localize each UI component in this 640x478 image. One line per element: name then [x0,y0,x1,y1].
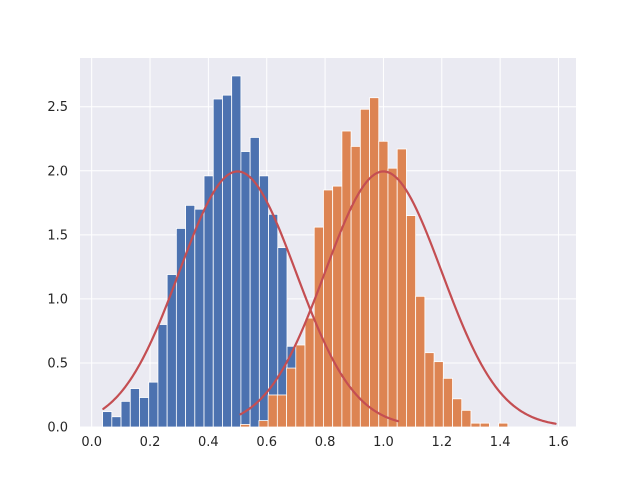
histogram-bar-series-2 [350,146,361,428]
histogram-bar-series-2 [369,97,380,428]
x-axis-ticks: 0.0 0.2 0.4 0.6 0.8 1.0 1.2 1.4 1.6 [81,435,569,450]
x-tick-label: 1.4 [490,435,511,450]
histogram-bar-series-2 [276,394,287,428]
density-curve-2 [239,170,557,425]
y-tick-label: 0.0 [47,421,68,436]
histogram-bar-series-1 [203,175,214,428]
histogram-bar-series-2 [433,361,444,428]
histogram-bar-series-2 [258,420,269,428]
density-curves [102,170,557,425]
x-tick-label: 1.2 [431,435,452,450]
histogram-bar-series-1 [258,175,269,428]
x-tick-label: 0.0 [81,435,102,450]
histogram-bar-series-2 [378,140,389,428]
x-tick-label: 0.8 [315,435,336,450]
histogram-bar-series-2 [442,377,453,428]
y-tick-label: 1.0 [47,292,68,307]
y-tick-label: 1.5 [47,228,68,243]
x-tick-label: 1.0 [373,435,394,450]
histogram-bar-series-1 [222,94,233,428]
histogram-bar-series-2 [332,185,343,428]
histogram-bar-series-2 [415,295,426,428]
histogram-bar-series-2 [267,394,278,428]
histogram-bar-series-2 [452,398,463,428]
histogram-bar-series-1 [148,381,159,428]
histogram-bar-series-2 [313,226,324,428]
histogram-bar-series-1 [129,388,140,428]
histogram-bar-series-2 [461,409,472,428]
histogram-bar-series-2 [424,352,435,428]
density-curve-1 [102,170,400,423]
histogram-bar-series-1 [111,416,122,428]
histogram-bar-series-2 [479,422,490,428]
histogram-bar-series-2 [406,215,417,428]
x-tick-label: 0.4 [198,435,219,450]
histogram-bar-series-1 [194,208,205,428]
histogram-bar-series-2 [295,344,306,428]
y-axis-ticks: 0.0 0.5 1.0 1.5 2.0 2.5 [47,100,68,435]
histogram-bars [102,75,509,428]
y-tick-label: 0.5 [47,356,68,371]
histogram-bar-series-1 [185,204,196,428]
histogram-bar-series-1 [212,98,223,428]
histogram-bar-series-1 [102,411,113,428]
histogram-bar-series-2 [323,189,334,428]
x-tick-label: 1.6 [548,435,569,450]
histogram-bar-series-1 [240,151,251,428]
x-tick-label: 0.2 [140,435,161,450]
y-tick-label: 2.5 [47,100,68,115]
histogram-bar-series-2 [387,167,398,428]
histogram-bar-series-1 [139,397,150,428]
histogram-bar-series-2 [304,317,315,428]
histogram-bar-series-2 [240,424,251,428]
histogram-bar-series-2 [286,367,297,428]
x-tick-label: 0.6 [256,435,277,450]
histogram-bar-series-2 [396,148,407,428]
histogram-bar-series-2 [498,422,509,428]
histogram-bar-series-2 [470,422,481,428]
histogram-bar-series-1 [120,400,131,428]
histogram-bar-series-1 [157,324,168,428]
y-tick-label: 2.0 [47,164,68,179]
histogram-bar-series-1 [231,75,242,428]
histogram-bar-series-2 [359,108,370,428]
